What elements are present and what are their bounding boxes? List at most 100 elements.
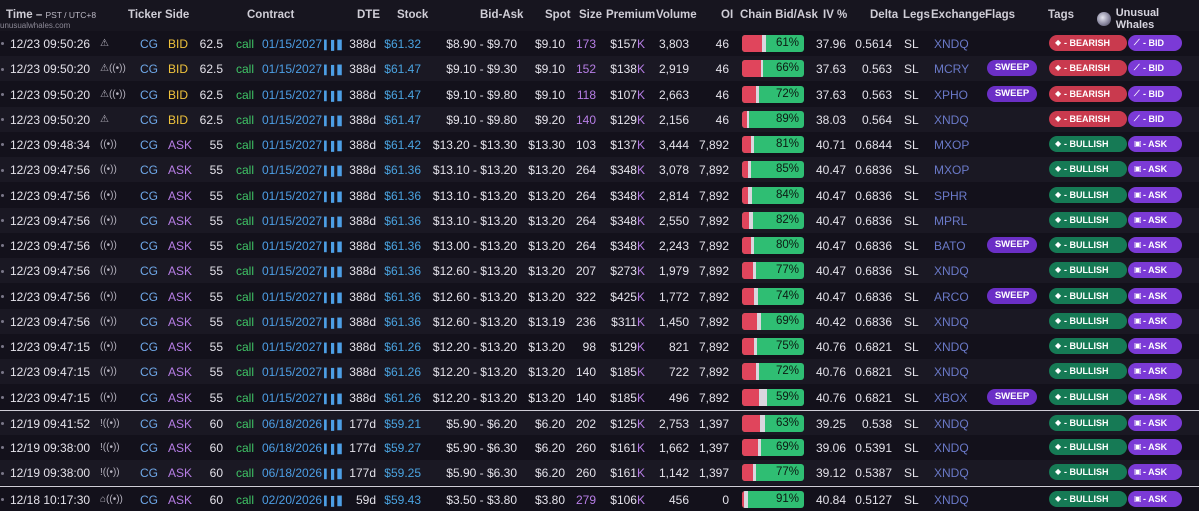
table-row[interactable]: 12/23 09:50:20 ⚠((•)) CG BID 62.5 call 01/15/2…	[0, 81, 1199, 107]
side-tag[interactable]: ▣ - ASK	[1128, 338, 1182, 354]
table-row[interactable]: 12/23 09:47:56 ((•)) CG ASK 55 call 01/15/2027…	[0, 233, 1199, 258]
expiry-cell[interactable]: 01/15/2027 ▍▌▋	[262, 62, 345, 77]
col-side[interactable]: Side	[165, 9, 190, 21]
sentiment-tag[interactable]: ◆ - BULLISH	[1049, 388, 1127, 405]
ticker-cell[interactable]: CG	[140, 441, 158, 455]
col-premium[interactable]: Premium	[606, 9, 656, 21]
side-tag[interactable]: ▣ - ASK	[1128, 439, 1182, 455]
chart-icon[interactable]: ▍▌▋	[324, 343, 345, 353]
ticker-cell[interactable]: CG	[140, 365, 158, 380]
table-row[interactable]: 12/23 09:47:15 ((•)) CG ASK 55 call 01/15/2027…	[0, 334, 1199, 359]
expiry-cell[interactable]: 02/20/2026 ▍▌▋	[262, 492, 345, 507]
chart-icon[interactable]: ▍▌▋	[324, 267, 345, 278]
sentiment-tag[interactable]: ◆ - BEARISH	[1049, 35, 1127, 51]
sentiment-tag[interactable]: ◆ - BULLISH	[1049, 161, 1127, 178]
ticker-cell[interactable]: CG	[140, 314, 158, 329]
col-oi[interactable]: OI	[721, 9, 734, 21]
ticker-cell[interactable]: CG	[140, 239, 158, 253]
expiry-cell[interactable]: 01/15/2027 ▍▌▋	[262, 314, 345, 329]
table-row[interactable]: 12/23 09:47:56 ((•)) CG ASK 55 call 01/15/2027…	[0, 308, 1199, 334]
sweep-flag[interactable]: SWEEP	[987, 85, 1037, 102]
ticker-cell[interactable]: CG	[140, 138, 158, 152]
table-row[interactable]: 12/23 09:47:15 ((•)) CG ASK 55 call 01/15/2027…	[0, 359, 1199, 385]
side-tag[interactable]: ▣ - ASK	[1128, 414, 1182, 431]
expiry-cell[interactable]: 01/15/2027 ▍▌▋	[262, 264, 345, 279]
col-size[interactable]: Size	[579, 9, 603, 21]
chart-icon[interactable]: ▍▌▋	[324, 191, 345, 202]
table-row[interactable]: 12/23 09:47:56 ((•)) CG ASK 55 call 01/15/2027…	[0, 283, 1199, 309]
expiry-cell[interactable]: 01/15/2027 ▍▌▋	[262, 365, 345, 380]
expiry-cell[interactable]: 06/18/2026 ▍▌▋	[262, 416, 345, 431]
table-row[interactable]: 12/23 09:47:56 ((•)) CG ASK 55 call 01/15/2027…	[0, 157, 1199, 183]
col-contract[interactable]: Contract	[247, 9, 295, 21]
side-tag[interactable]: ▣ - ASK	[1128, 262, 1182, 279]
chart-icon[interactable]: ▍▌▋	[324, 368, 345, 379]
chart-icon[interactable]: ▍▌▋	[324, 393, 345, 404]
side-tag[interactable]: ▣ - ASK	[1128, 464, 1182, 481]
table-row[interactable]: 12/18 10:17:30 ⌂((•)) CG ASK 60 call 02/20/202…	[0, 485, 1199, 511]
ticker-cell[interactable]: CG	[140, 37, 158, 51]
sentiment-tag[interactable]: ◆ - BEARISH	[1049, 85, 1127, 102]
ticker-cell[interactable]: CG	[140, 466, 158, 481]
side-tag[interactable]: ▣ - ASK	[1128, 312, 1182, 329]
chart-icon[interactable]: ▍▌▋	[324, 65, 345, 76]
table-row[interactable]: 12/23 09:47:56 ((•)) CG ASK 55 call 01/15/2027…	[0, 258, 1199, 284]
table-row[interactable]: 12/19 09:38:00 !((•)) CG ASK 60 call 06/18/202…	[0, 460, 1199, 486]
sentiment-tag[interactable]: ◆ - BULLISH	[1049, 287, 1127, 304]
sweep-flag[interactable]: SWEEP	[987, 287, 1037, 304]
chart-icon[interactable]: ▍▌▋	[324, 292, 345, 303]
sentiment-tag[interactable]: ◆ - BULLISH	[1049, 136, 1127, 152]
expiry-cell[interactable]: 01/15/2027 ▍▌▋	[262, 138, 345, 152]
ticker-cell[interactable]: CG	[140, 416, 158, 431]
ticker-cell[interactable]: CG	[140, 492, 158, 507]
sweep-flag[interactable]: SWEEP	[987, 388, 1037, 405]
sweep-flag[interactable]: SWEEP	[987, 237, 1037, 253]
ticker-cell[interactable]: CG	[140, 87, 158, 102]
table-row[interactable]: 12/23 09:47:56 ((•)) CG ASK 55 call 01/15/2027…	[0, 207, 1199, 233]
expiry-cell[interactable]: 01/15/2027 ▍▌▋	[262, 213, 345, 228]
chart-icon[interactable]: ▍▌▋	[324, 317, 345, 328]
col-time[interactable]: Time – PST / UTC+8	[6, 9, 97, 21]
sentiment-tag[interactable]: ◆ - BULLISH	[1049, 338, 1127, 354]
expiry-cell[interactable]: 01/15/2027 ▍▌▋	[262, 340, 345, 354]
expiry-cell[interactable]: 01/15/2027 ▍▌▋	[262, 87, 345, 102]
col-bid-ask[interactable]: Bid-Ask	[480, 9, 524, 21]
side-tag[interactable]: ▣ - ASK	[1128, 136, 1182, 152]
chart-icon[interactable]: ▍▌▋	[324, 90, 345, 101]
chart-icon[interactable]: ▍▌▋	[324, 444, 345, 454]
sentiment-tag[interactable]: ◆ - BULLISH	[1049, 414, 1127, 431]
col-iv[interactable]: IV %	[823, 9, 848, 21]
ticker-cell[interactable]: CG	[140, 188, 158, 203]
expiry-cell[interactable]: 01/15/2027 ▍▌▋	[262, 390, 345, 405]
sentiment-tag[interactable]: ◆ - BULLISH	[1049, 363, 1127, 380]
side-tag[interactable]: ▣ - ASK	[1128, 490, 1182, 507]
side-tag[interactable]: ▣ - ASK	[1128, 211, 1182, 228]
expiry-cell[interactable]: 01/15/2027 ▍▌▋	[262, 112, 345, 127]
col-legs[interactable]: Legs	[903, 9, 930, 21]
table-row[interactable]: 12/23 09:50:26 ⚠ CG BID 62.5 call 01/15/2027 ▍▌…	[0, 31, 1199, 56]
table-row[interactable]: 12/19 09:38:00 !((•)) CG ASK 60 call 06/18/202…	[0, 435, 1199, 460]
expiry-cell[interactable]: 06/18/2026 ▍▌▋	[262, 466, 345, 481]
sentiment-tag[interactable]: ◆ - BULLISH	[1049, 262, 1127, 279]
side-tag[interactable]: ▣ - ASK	[1128, 363, 1182, 380]
col-delta[interactable]: Delta	[870, 9, 899, 21]
col-ticker[interactable]: Ticker	[128, 9, 162, 21]
col-chain-bid-ask[interactable]: Chain Bid/Ask	[740, 9, 818, 21]
sentiment-tag[interactable]: ◆ - BULLISH	[1049, 464, 1127, 481]
expiry-cell[interactable]: 01/15/2027 ▍▌▋	[262, 239, 345, 253]
table-row[interactable]: 12/19 09:41:52 !((•)) CG ASK 60 call 06/18/202…	[0, 409, 1199, 435]
ticker-cell[interactable]: CG	[140, 390, 158, 405]
sweep-flag[interactable]: SWEEP	[987, 60, 1037, 77]
chart-icon[interactable]: ▍▌▋	[324, 40, 345, 50]
sentiment-tag[interactable]: ◆ - BEARISH	[1049, 110, 1127, 127]
ticker-cell[interactable]: CG	[140, 62, 158, 77]
chart-icon[interactable]: ▍▌▋	[324, 115, 345, 126]
side-tag[interactable]: ⟋ - BID	[1128, 35, 1182, 51]
side-tag[interactable]: ⟋ - BID	[1128, 110, 1182, 127]
col-volume[interactable]: Volume	[656, 9, 697, 21]
table-row[interactable]: 12/23 09:50:20 ⚠((•)) CG BID 62.5 call 01/15/2…	[0, 56, 1199, 82]
side-tag[interactable]: ⟋ - BID	[1128, 60, 1182, 77]
ticker-cell[interactable]: CG	[140, 340, 158, 354]
table-row[interactable]: 12/23 09:47:15 ((•)) CG ASK 55 call 01/15/2027…	[0, 384, 1199, 410]
col-dte[interactable]: DTE	[357, 9, 380, 21]
